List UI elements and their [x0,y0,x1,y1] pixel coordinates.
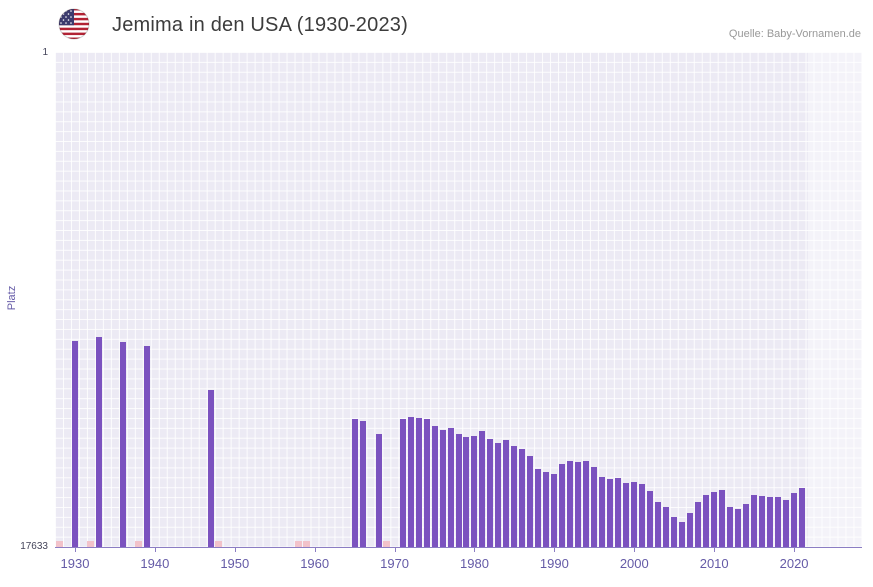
no-rank-marker-1928 [55,541,63,547]
rank-bar-1971[interactable] [399,418,406,547]
x-axis-tick-label-1990: 1990 [539,556,569,571]
x-axis-tick-label-1940: 1940 [140,556,170,571]
rank-bar-2002[interactable] [647,490,654,547]
rank-bar-1987[interactable] [527,455,534,547]
rank-bar-1933[interactable] [95,337,102,547]
rank-bar-1982[interactable] [487,439,494,547]
rank-bar-1989[interactable] [543,471,550,547]
rank-bar-1978[interactable] [455,434,462,547]
y-axis-max-tick-label: 1 [42,47,48,58]
x-axis-tick-1960 [314,548,316,552]
x-axis-tick-1990 [554,548,556,552]
rank-bar-2008[interactable] [695,501,702,547]
rank-bar-1966[interactable] [359,420,366,547]
rank-bar-2011[interactable] [719,489,726,547]
rank-bar-2018[interactable] [775,497,782,547]
rank-bar-2005[interactable] [671,517,678,547]
x-axis-tick-1970 [394,548,396,552]
x-axis-tick-2010 [714,548,716,552]
rank-bar-1981[interactable] [479,431,486,547]
x-axis-tick-label-2010: 2010 [699,556,729,571]
page-title: Jemima in den USA (1930-2023) [112,14,408,36]
x-axis-tick-1930 [74,548,76,552]
x-axis-tick-label-2020: 2020 [779,556,809,571]
rank-bar-2010[interactable] [711,491,718,547]
rank-bar-2014[interactable] [743,504,750,547]
rank-bar-1997[interactable] [607,478,614,547]
rank-bar-2021[interactable] [799,488,806,547]
rank-bar-1996[interactable] [599,476,606,547]
x-axis-tick-1980 [474,548,476,552]
x-axis-tick-label-1970: 1970 [380,556,410,571]
rank-bar-1991[interactable] [559,463,566,547]
rank-bar-2017[interactable] [767,497,774,547]
rank-bar-2015[interactable] [751,494,758,547]
rank-bar-2012[interactable] [727,507,734,547]
rank-bar-1983[interactable] [495,442,502,547]
x-axis-tick-1940 [154,548,156,552]
x-axis-tick-2020 [794,548,796,552]
rank-bar-1973[interactable] [415,418,422,547]
rank-bar-2006[interactable] [679,522,686,547]
rank-bar-2013[interactable] [735,509,742,547]
rank-bar-1977[interactable] [447,427,454,547]
rank-bar-1990[interactable] [551,474,558,547]
y-axis-title: Platz [6,285,18,311]
rank-bar-1980[interactable] [471,435,478,547]
rank-bar-2000[interactable] [631,482,638,547]
x-axis-tick-label-1980: 1980 [460,556,489,571]
rank-bar-1936[interactable] [119,342,126,547]
y-axis-min-tick-label: 17633 [20,541,48,552]
rank-bar-1975[interactable] [431,425,438,547]
no-rank-marker-1948 [215,541,223,547]
rank-bar-2003[interactable] [655,501,662,547]
rank-bar-2016[interactable] [759,496,766,547]
rank-bar-1988[interactable] [535,469,542,547]
rank-bar-1972[interactable] [407,416,414,547]
rank-bar-1930[interactable] [71,340,78,547]
rank-bar-2004[interactable] [663,507,670,547]
rank-bar-1998[interactable] [615,477,622,547]
plot-area [55,52,862,548]
no-rank-marker-1969 [383,541,391,547]
rank-bar-1947[interactable] [207,389,214,547]
rank-bar-1976[interactable] [439,430,446,547]
rank-bar-1994[interactable] [583,461,590,547]
rank-bar-1993[interactable] [575,462,582,547]
x-axis-tick-1950 [234,548,236,552]
no-rank-marker-1959 [303,541,311,547]
rank-bar-1999[interactable] [623,483,630,547]
rank-bar-2007[interactable] [687,512,694,547]
rank-bar-1939[interactable] [143,345,150,547]
rank-bar-1979[interactable] [463,436,470,547]
x-axis-tick-label-1950: 1950 [220,556,250,571]
rank-bar-2020[interactable] [791,493,798,547]
rank-bar-1992[interactable] [567,461,574,547]
rank-bar-2001[interactable] [639,484,646,547]
no-rank-marker-1932 [87,541,95,547]
x-axis-tick-label-2000: 2000 [619,556,649,571]
rank-bar-1986[interactable] [519,449,526,547]
rank-bar-1995[interactable] [591,466,598,547]
rank-bar-2009[interactable] [703,494,710,547]
us-flag-icon [58,8,90,40]
rank-bar-1985[interactable] [511,446,518,547]
rank-bar-1968[interactable] [375,434,382,547]
source-attribution: Quelle: Baby-Vornamen.de [728,28,861,40]
rank-bar-1965[interactable] [351,418,358,547]
rank-bar-1984[interactable] [503,440,510,547]
x-axis-tick-2000 [634,548,636,552]
current-period-highlight-band [808,52,862,547]
x-axis-tick-label-1960: 1960 [300,556,330,571]
no-rank-marker-1938 [135,541,143,547]
no-rank-marker-1958 [295,541,303,547]
rank-bar-1974[interactable] [423,419,430,547]
rank-bar-2019[interactable] [783,499,790,547]
x-axis-tick-label-1930: 1930 [60,556,90,571]
